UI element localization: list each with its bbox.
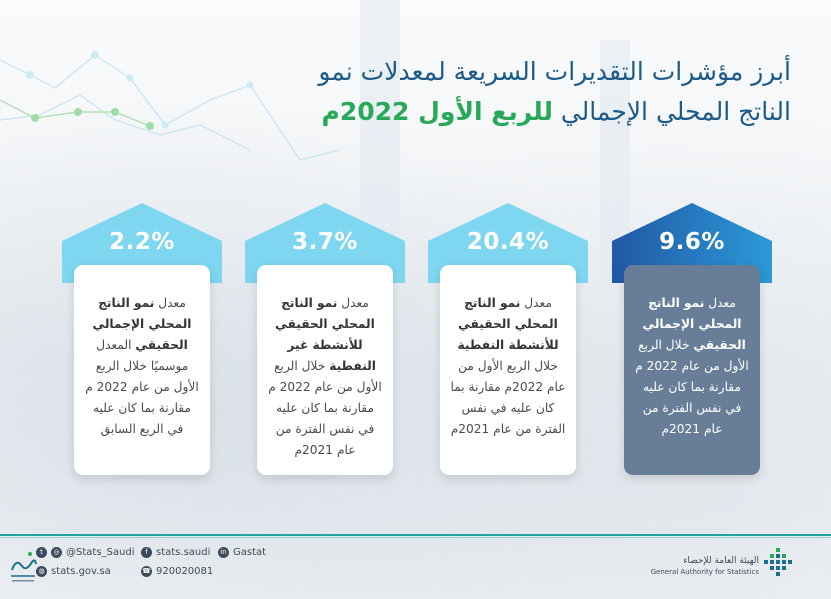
arrow-up-badge xyxy=(245,203,405,283)
stat-value: 3.7% xyxy=(292,229,358,255)
title-highlight: للربع الأول 2022م xyxy=(321,97,553,126)
gastat-logo: الهيئة العامة للإحصاء General Authority … xyxy=(633,544,793,584)
linkedin-link[interactable]: in Gastat xyxy=(218,547,266,558)
stat-description: معدل نمو الناتج المحلي الحقيقي للأنشطة ا… xyxy=(440,265,576,475)
stat-description: معدل نمو الناتج المحلي الإجمالي الحقيقي … xyxy=(624,265,760,475)
stat-card-non-oil-activities: 3.7% معدل نمو الناتج المحلي الحقيقي للأن… xyxy=(245,203,405,493)
globe-icon: ◍ xyxy=(36,566,47,577)
twitter-link[interactable]: t ◎ @Stats_Saudi xyxy=(36,547,134,558)
desc-pre: معدل xyxy=(154,296,186,310)
arrow-up-badge xyxy=(428,203,588,283)
stat-value: 9.6% xyxy=(659,229,725,255)
desc-pre: معدل xyxy=(520,296,552,310)
footer-divider-thin xyxy=(0,537,831,538)
desc-pre: معدل xyxy=(704,296,736,310)
desc-post: المعدل موسميًا خلال الربع الأول من عام 2… xyxy=(85,338,199,436)
instagram-icon: ◎ xyxy=(51,547,62,558)
title-line-2: الناتج المحلي الإجمالي للربع الأول 2022م xyxy=(231,92,791,132)
page-title: أبرز مؤشرات التقديرات السريعة لمعدلات نم… xyxy=(231,52,791,132)
stat-description: معدل نمو الناتج المحلي الحقيقي للأنشطة غ… xyxy=(257,265,393,475)
desc-pre: معدل xyxy=(337,296,369,310)
title-line-2-prefix: الناتج المحلي الإجمالي xyxy=(552,97,791,126)
twitter-handle: @Stats_Saudi xyxy=(66,547,135,558)
desc-post: خلال الربع الأول من عام 2022 م مقارنة بم… xyxy=(268,359,382,457)
arrow-up-badge xyxy=(62,203,222,283)
stat-description: معدل نمو الناتج المحلي الإجمالي الحقيقي … xyxy=(74,265,210,475)
stat-card-oil-activities: 20.4% معدل نمو الناتج المحلي الحقيقي للأ… xyxy=(428,203,588,493)
desc-bold: نمو الناتج المحلي الإجمالي الحقيقي xyxy=(92,296,192,352)
title-line-1: أبرز مؤشرات التقديرات السريعة لمعدلات نم… xyxy=(318,57,791,86)
phone-link[interactable]: ☎ 920020081 xyxy=(141,566,213,577)
facebook-handle: stats.saudi xyxy=(156,547,211,558)
stat-card-gdp-seasonally-adjusted: 2.2% معدل نمو الناتج المحلي الإجمالي الح… xyxy=(62,203,222,493)
desc-bold: نمو الناتج المحلي الحقيقي للأنشطة غير ال… xyxy=(275,296,376,373)
phone-icon: ☎ xyxy=(141,566,152,577)
vision-logo xyxy=(11,552,37,582)
desc-post: خلال الربع الأول من عام 2022م مقارنة بما… xyxy=(450,359,566,436)
facebook-link[interactable]: f stats.saudi xyxy=(141,547,210,558)
desc-post: خلال الربع الأول من عام 2022 م مقارنة بم… xyxy=(635,338,749,436)
linkedin-handle: Gastat xyxy=(233,547,267,558)
footer-divider xyxy=(0,534,831,536)
phone-number: 920020081 xyxy=(156,566,214,577)
website-link[interactable]: ◍ stats.gov.sa xyxy=(36,566,111,577)
gastat-emblem-icon xyxy=(764,548,792,576)
website-url: stats.gov.sa xyxy=(51,566,111,577)
facebook-icon: f xyxy=(141,547,152,558)
desc-bold: نمو الناتج المحلي الإجمالي الحقيقي xyxy=(642,296,746,352)
org-name-arabic: الهيئة العامة للإحصاء xyxy=(683,556,759,566)
desc-bold: نمو الناتج المحلي الحقيقي للأنشطة النفطي… xyxy=(457,296,559,352)
social-links: t ◎ @Stats_Saudi f stats.saudi in Gastat… xyxy=(36,547,276,587)
linkedin-icon: in xyxy=(218,547,229,558)
twitter-icon: t xyxy=(36,547,47,558)
stat-value: 20.4% xyxy=(466,229,550,255)
org-name-english: General Authority for Statistics xyxy=(650,568,759,576)
stat-value: 2.2% xyxy=(109,229,175,255)
stat-card-gdp-yoy: 9.6% معدل نمو الناتج المحلي الإجمالي الح… xyxy=(612,203,772,493)
arrow-up-badge xyxy=(612,203,772,283)
